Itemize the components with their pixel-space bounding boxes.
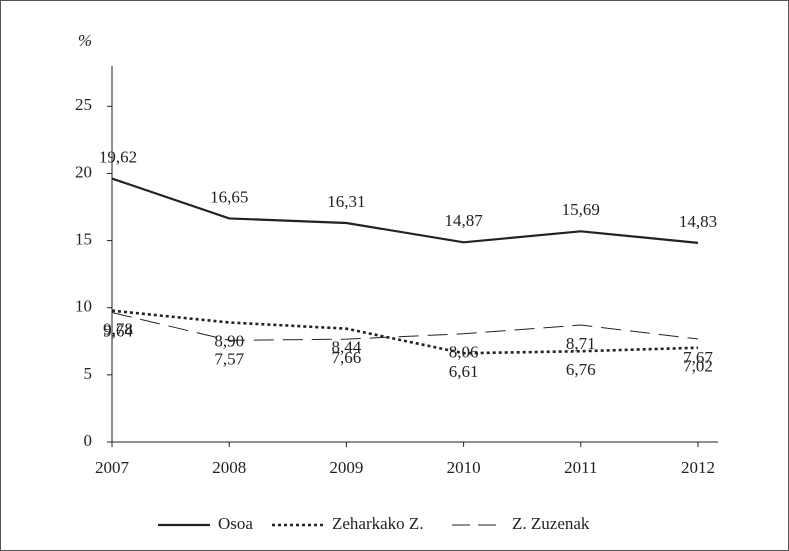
- data-label: 7,02: [683, 357, 713, 376]
- x-tick-label: 2012: [681, 458, 715, 477]
- series-line: [111, 312, 699, 341]
- data-label: 8,90: [214, 331, 244, 350]
- y-tick-label: 15: [75, 229, 92, 248]
- legend-label: Z. Zuzenak: [512, 514, 590, 533]
- series-line: [111, 177, 699, 244]
- legend-label: Zeharkako Z.: [332, 514, 424, 533]
- data-label: 7,67: [683, 348, 713, 367]
- legend-label: Osoa: [218, 514, 253, 533]
- x-tick-label: 2011: [564, 458, 597, 477]
- data-label: 16,31: [327, 192, 365, 211]
- data-label: 9,64: [103, 321, 133, 340]
- data-label: 7,66: [332, 348, 362, 367]
- x-tick-label: 2009: [329, 458, 363, 477]
- data-label: 6,61: [449, 362, 479, 381]
- data-label: 14,87: [444, 211, 483, 230]
- data-label: 8,71: [566, 334, 596, 353]
- data-label: 6,76: [566, 360, 596, 379]
- data-label: 15,69: [562, 200, 600, 219]
- x-tick-label: 2008: [212, 458, 246, 477]
- data-label: 8,06: [449, 343, 479, 362]
- data-label: 8,44: [332, 338, 362, 357]
- series-line: [111, 309, 699, 355]
- data-label: 7,57: [214, 349, 244, 368]
- y-tick-label: 0: [84, 431, 93, 450]
- data-label: 16,65: [210, 187, 248, 206]
- y-tick-label: 25: [75, 95, 92, 114]
- y-tick-label: 5: [84, 364, 93, 383]
- data-label: 14,83: [679, 212, 717, 231]
- data-label: 19,62: [99, 147, 137, 166]
- data-label: 9,78: [103, 320, 133, 339]
- y-tick-label: 10: [75, 297, 92, 316]
- y-axis-label: %: [78, 31, 92, 50]
- y-tick-label: 20: [75, 162, 92, 181]
- x-tick-label: 2010: [447, 458, 481, 477]
- x-tick-label: 2007: [95, 458, 130, 477]
